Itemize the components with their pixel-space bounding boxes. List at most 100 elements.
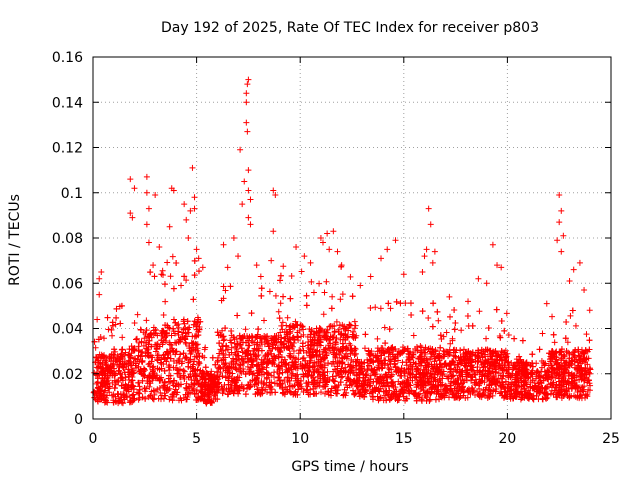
data-point: [367, 358, 374, 365]
data-point: [400, 389, 407, 396]
data-point: [272, 355, 279, 362]
data-point: [175, 321, 182, 328]
data-point: [222, 287, 229, 294]
data-point: [171, 330, 178, 337]
data-point: [315, 332, 322, 339]
data-point: [305, 379, 312, 386]
data-point: [320, 384, 327, 391]
data-point: [535, 369, 542, 376]
data-point: [400, 384, 407, 391]
data-point: [425, 345, 432, 352]
data-point: [476, 308, 483, 315]
data-point: [195, 358, 202, 365]
data-point: [481, 379, 488, 386]
data-point: [501, 349, 508, 356]
data-point: [217, 346, 224, 353]
data-point: [407, 374, 414, 381]
data-point: [476, 368, 483, 375]
data-point: [112, 398, 119, 405]
data-point: [411, 390, 418, 397]
data-point: [199, 374, 206, 381]
data-point: [346, 376, 353, 383]
data-point: [494, 379, 501, 386]
data-point: [268, 386, 275, 393]
data-point: [516, 390, 523, 397]
data-point: [315, 358, 322, 365]
data-point: [277, 277, 284, 284]
data-point: [126, 346, 133, 353]
data-point: [95, 336, 102, 343]
data-point: [142, 395, 149, 402]
data-point: [106, 389, 113, 396]
data-point: [222, 374, 229, 381]
data-point: [427, 396, 434, 403]
data-point: [474, 355, 481, 362]
data-point: [278, 322, 285, 329]
data-point: [386, 387, 393, 394]
data-point: [356, 374, 363, 381]
data-point: [354, 383, 361, 390]
data-point: [168, 332, 175, 339]
data-point: [233, 366, 240, 373]
data-point: [166, 372, 173, 379]
data-point: [487, 361, 494, 368]
data-point: [432, 376, 439, 383]
data-point: [436, 396, 443, 403]
data-point: [268, 379, 275, 386]
data-point: [460, 392, 467, 399]
data-point: [160, 312, 167, 319]
data-point: [120, 394, 127, 401]
data-point: [113, 305, 120, 312]
data-point: [323, 278, 330, 285]
data-point: [446, 394, 453, 401]
data-point: [414, 347, 421, 354]
data-point: [286, 345, 293, 352]
data-point: [383, 397, 390, 404]
data-point: [253, 381, 260, 388]
data-point: [573, 382, 580, 389]
data-point: [111, 365, 118, 372]
data-point: [386, 349, 393, 356]
data-point: [505, 332, 512, 339]
data-point: [442, 360, 449, 367]
data-point: [104, 314, 111, 321]
data-point: [523, 381, 530, 388]
data-point: [522, 360, 529, 367]
data-point: [572, 322, 579, 329]
data-point: [245, 337, 252, 344]
data-point: [443, 329, 450, 336]
data-point: [181, 368, 188, 375]
data-point: [95, 363, 102, 370]
data-point: [176, 355, 183, 362]
data-point: [105, 385, 112, 392]
data-point: [99, 369, 106, 376]
data-point: [299, 323, 306, 330]
data-point: [136, 386, 143, 393]
data-point: [101, 392, 108, 399]
data-point: [370, 378, 377, 385]
data-point: [298, 385, 305, 392]
data-point: [150, 387, 157, 394]
data-point: [406, 356, 413, 363]
data-point: [324, 326, 331, 333]
data-point: [435, 367, 442, 374]
data-point: [542, 385, 549, 392]
data-point: [316, 325, 323, 332]
data-point: [287, 295, 294, 302]
data-point: [157, 377, 164, 384]
data-point: [196, 360, 203, 367]
data-point: [331, 329, 338, 336]
data-point: [314, 340, 321, 347]
data-point: [222, 367, 229, 374]
data-point: [358, 365, 365, 372]
data-point: [345, 327, 352, 334]
data-point: [452, 353, 459, 360]
data-point: [264, 370, 271, 377]
data-point: [261, 379, 268, 386]
data-point: [167, 355, 174, 362]
data-point: [351, 318, 358, 325]
data-point: [391, 361, 398, 368]
data-point: [233, 358, 240, 365]
data-point: [193, 390, 200, 397]
data-point: [258, 335, 265, 342]
